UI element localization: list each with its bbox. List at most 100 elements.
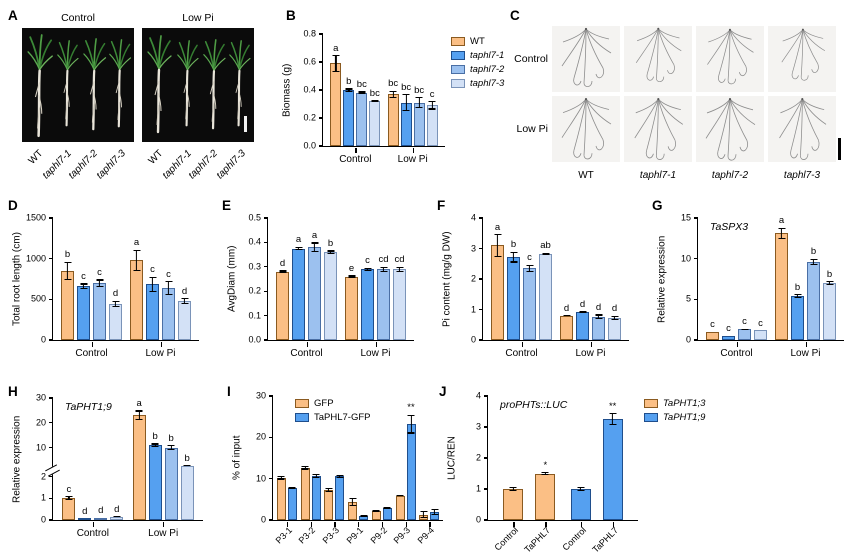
error-bar-cap xyxy=(295,249,302,251)
error-bar-cap xyxy=(778,237,785,240)
y-tick xyxy=(318,145,323,147)
genotype-label: taphl7-2 xyxy=(711,170,749,181)
error-bar xyxy=(415,97,423,109)
error-bar-cap xyxy=(364,267,371,269)
plot-area: 0 1 2 10 20 30 TaPHT1;9 c d d d Control a b b b Low Pi xyxy=(36,393,203,539)
error-bar-line xyxy=(496,234,499,257)
error-bar-line xyxy=(154,443,156,447)
y-tick-label: 0 xyxy=(40,514,46,525)
chart-I: % of input 0 10 20 30 P3-1 P3-2 P3-3 P9-1 P9-2 ** P… xyxy=(230,391,443,546)
x-category-label: Control xyxy=(492,525,521,553)
error-bar-cap xyxy=(420,510,428,513)
chart-total-root-length: Total root length (cm) 0 500 1000 1500 b c c d Co… xyxy=(10,213,199,359)
error-bar-cap xyxy=(415,97,423,99)
bar xyxy=(276,271,289,340)
bar-slot xyxy=(287,396,297,520)
error-bar-line xyxy=(392,90,394,98)
bars-row: b c c d Control a c c d Low Pi xyxy=(53,218,199,359)
bar-group: ** P9-3 xyxy=(392,396,416,546)
significance-label: b xyxy=(152,430,158,442)
error-bar-cap xyxy=(133,249,140,251)
bar xyxy=(132,415,146,520)
x-tick xyxy=(306,341,308,347)
error-bar xyxy=(494,234,501,257)
bar-slot: c xyxy=(523,218,536,340)
error-bar xyxy=(541,472,549,475)
error-bar-line xyxy=(528,264,531,272)
error-bar xyxy=(526,264,533,272)
error-bar-cap xyxy=(611,315,618,317)
error-bar-cap xyxy=(332,55,340,57)
x-tick xyxy=(381,521,384,527)
error-bar-line xyxy=(544,472,546,475)
significance-label: d xyxy=(114,503,120,515)
error-bar-line xyxy=(304,466,306,470)
error-bar-cap xyxy=(794,294,801,296)
error-bar-cap xyxy=(360,515,367,518)
error-bar xyxy=(332,55,340,72)
bar xyxy=(130,260,143,340)
orange-swatch xyxy=(644,399,658,408)
error-bar-cap xyxy=(183,465,191,467)
x-tick xyxy=(412,147,414,153)
error-bar-line xyxy=(382,266,385,272)
significance-label: a xyxy=(778,215,785,227)
error-bar-cap xyxy=(542,254,549,256)
bar-slot xyxy=(395,396,405,520)
bar xyxy=(178,300,191,340)
bar xyxy=(387,94,399,146)
bar-slot: bc xyxy=(400,34,412,146)
y-tick xyxy=(48,497,53,499)
chart-chip-percent-input: % of input 0 10 20 30 P3-1 P3-2 P3-3 P9-1 P9-2 ** P… xyxy=(230,391,443,546)
chart-taspx3-expression: Relative expression 0 5 10 15 TaSPX3 c c c c Contr… xyxy=(655,213,844,359)
bar-slot xyxy=(335,396,345,520)
significance-label: bc xyxy=(369,87,380,99)
error-bar-cap xyxy=(151,445,159,447)
error-bar xyxy=(345,88,353,92)
x-group-label: Control xyxy=(76,528,109,539)
y-tick-label: 0 xyxy=(475,514,481,525)
error-bar-cap xyxy=(65,499,73,501)
bar xyxy=(426,105,438,146)
plot-column: 0 10 20 30 P3-1 P3-2 P3-3 P9-1 P9-2 ** P9-3 P9-4 GFP… xyxy=(256,391,443,546)
bar xyxy=(324,489,334,520)
error-bar xyxy=(64,261,71,280)
error-bar-line xyxy=(280,476,282,480)
error-bar-cap xyxy=(541,473,549,475)
error-bar xyxy=(360,514,367,518)
y-tick-label: 2 xyxy=(40,471,46,482)
bar xyxy=(371,510,381,520)
error-bar-cap xyxy=(149,276,156,278)
significance-label: * xyxy=(543,459,548,471)
error-bar xyxy=(327,250,334,254)
bar-slot: Control xyxy=(493,396,524,553)
bar-slot: b xyxy=(807,218,820,340)
error-bar-line xyxy=(315,473,317,478)
bar-slot: c xyxy=(706,218,719,340)
y-axis-label: AvgDiam (mm) xyxy=(226,245,238,313)
y-tick-label: 20 xyxy=(255,431,266,442)
significance-label: d xyxy=(279,257,286,269)
bar-slot: c xyxy=(361,218,374,340)
legend: GFP TaPHL7-GFP xyxy=(295,398,371,426)
significance-label: b xyxy=(810,246,817,258)
significance-label: c xyxy=(742,316,747,328)
error-bar xyxy=(396,266,403,272)
y-tick xyxy=(478,308,483,311)
genotype-label: taphl7-3 xyxy=(214,148,249,182)
significance-label: c xyxy=(66,483,72,495)
bar xyxy=(738,329,751,340)
bar-slot: c xyxy=(146,218,159,340)
x-tick xyxy=(310,521,312,527)
bar-slot xyxy=(419,396,429,520)
legend-item: TaPHT1;9 xyxy=(644,412,705,423)
legend-item: GFP xyxy=(295,398,371,409)
error-bar-cap xyxy=(135,410,143,412)
bar-slot: c xyxy=(754,218,767,340)
error-bar-cap xyxy=(510,261,517,263)
error-bar-cap xyxy=(611,319,618,321)
error-bar-line xyxy=(434,509,436,516)
error-bar-line xyxy=(348,88,350,92)
bar-slot xyxy=(311,396,321,520)
bar-group: Control ** TaPHL7 xyxy=(560,396,623,555)
